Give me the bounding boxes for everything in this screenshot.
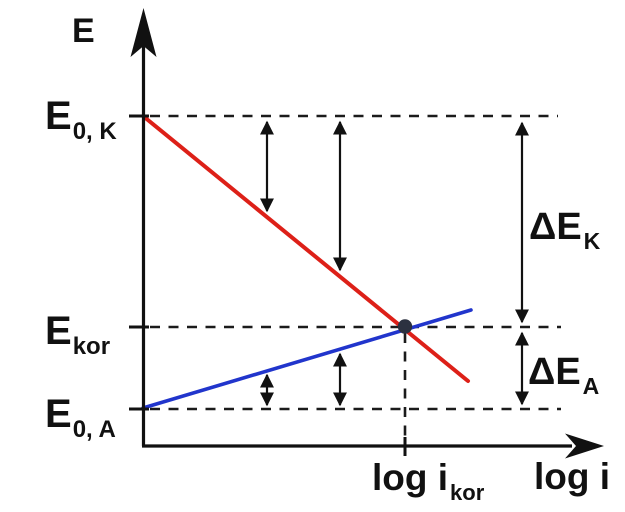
y-axis-arrowhead	[130, 8, 157, 57]
delta-ea-label: ΔEA	[528, 351, 599, 399]
x-axis-title: log i	[534, 456, 610, 497]
anodic-line	[141, 308, 473, 410]
x-axis-arrowhead	[565, 433, 604, 459]
log-ikor-label: log ikor	[372, 457, 485, 505]
ekor-label: Ekor	[45, 309, 110, 360]
cathodic-line	[141, 114, 470, 383]
y-axis-title: E	[72, 12, 95, 50]
e0a-label: E0, A	[45, 392, 116, 443]
delta-ek-label: ΔEK	[529, 206, 601, 254]
e0k-label: E0, K	[45, 94, 117, 145]
corrosion-point-dot	[397, 319, 413, 334]
